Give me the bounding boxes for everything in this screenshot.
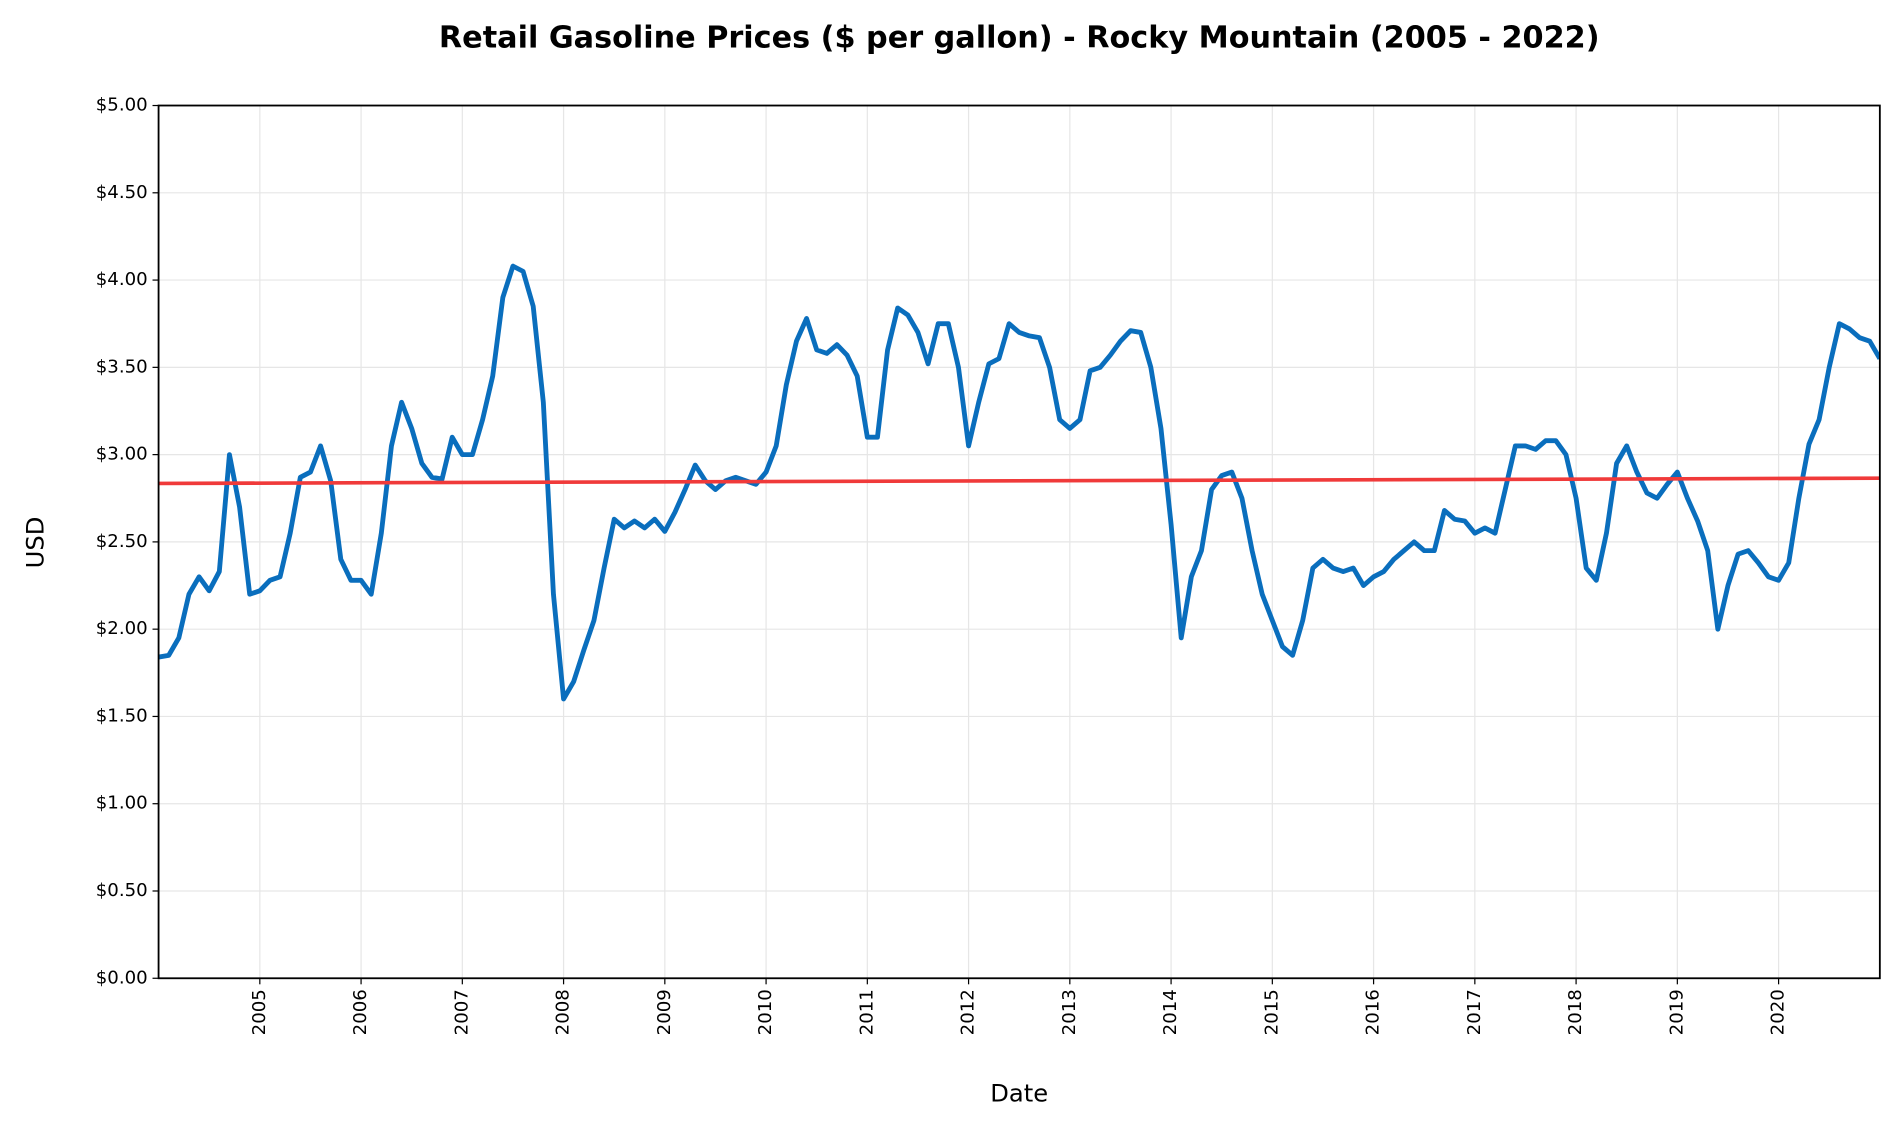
x-tick-label: 2020 [1768,989,1789,1035]
y-tick-label: $2.50 [96,531,148,552]
y-tick-label: $0.00 [96,967,148,988]
y-tick-label: $0.50 [96,880,148,901]
x-tick-label: 2005 [249,989,270,1035]
x-tick-label: 2008 [553,989,574,1035]
x-tick-label: 2019 [1666,989,1687,1035]
x-tick-label: 2018 [1565,989,1586,1035]
x-tick-label: 2006 [350,989,371,1035]
y-tick-label: $3.00 [96,444,148,465]
y-tick-label: $2.00 [96,618,148,639]
y-tick-label: $4.00 [96,269,148,290]
x-tick-label: 2013 [1059,989,1080,1035]
y-tick-label: $1.00 [96,793,148,814]
x-tick-label: 2010 [755,989,776,1035]
x-tick-label: 2011 [856,989,877,1035]
x-tick-label: 2017 [1464,989,1485,1035]
y-tick-label: $4.50 [96,182,148,203]
x-tick-label: 2007 [451,989,472,1035]
chart-title: Retail Gasoline Prices ($ per gallon) - … [439,20,1600,55]
line [158,476,1880,486]
line [158,263,1880,702]
y-axis-label: USD [21,517,49,569]
x-tick-label: 2012 [958,989,979,1035]
x-axis-label: Date [990,1079,1048,1107]
plot-frame [157,104,1881,980]
y-tick-label: $1.50 [96,705,148,726]
x-tick-label: 2009 [654,989,675,1035]
y-tick-label: $3.50 [96,356,148,377]
x-tick-label: 2014 [1160,989,1181,1035]
x-tick-label: 2016 [1363,989,1384,1035]
y-tick-label: $5.00 [96,95,148,116]
x-tick-label: 2015 [1261,989,1282,1035]
